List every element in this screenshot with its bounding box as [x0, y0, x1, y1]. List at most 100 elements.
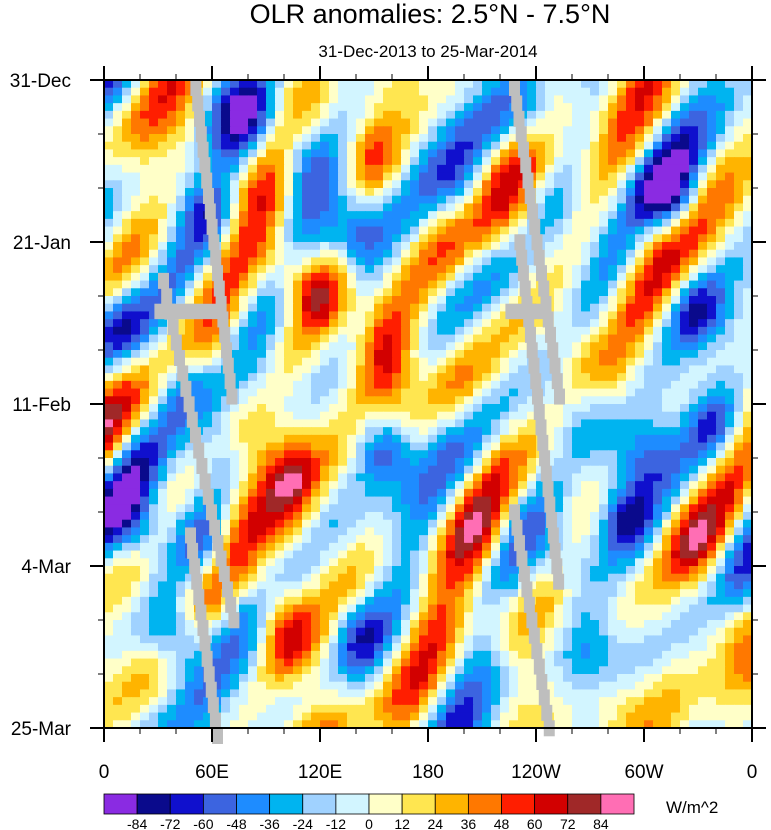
heatmap-cell [509, 419, 519, 428]
heatmap-cell [473, 234, 483, 243]
heatmap-cell [473, 211, 483, 220]
heatmap-cell [698, 172, 708, 181]
heatmap-cell [329, 373, 339, 382]
heatmap-cell [698, 573, 708, 583]
heatmap-cell [716, 519, 726, 529]
heatmap-cell [464, 419, 474, 428]
heatmap-cell [401, 103, 411, 112]
heatmap-cell [455, 249, 465, 259]
heatmap-cell [338, 103, 348, 112]
heatmap-cell [311, 388, 321, 397]
heatmap-cell [374, 373, 384, 382]
heatmap-cell [509, 465, 519, 475]
heatmap-cell [590, 496, 600, 505]
heatmap-cell [644, 589, 654, 598]
heatmap-cell [707, 465, 717, 475]
heatmap-cell [140, 380, 150, 390]
heatmap-cell [158, 157, 168, 166]
heatmap-cell [626, 388, 636, 397]
heatmap-cell [563, 550, 573, 559]
heatmap-cell [491, 396, 501, 405]
heatmap-cell [122, 427, 132, 436]
heatmap-cell [401, 357, 411, 367]
heatmap-cell [176, 218, 186, 228]
heatmap-cell [122, 95, 132, 104]
heatmap-cell [698, 80, 708, 89]
heatmap-cell [635, 311, 645, 320]
heatmap-cell [167, 80, 177, 89]
heatmap-cell [158, 118, 168, 127]
heatmap-cell [527, 496, 537, 505]
heatmap-cell [653, 527, 663, 536]
heatmap-cell [707, 380, 717, 390]
heatmap-cell [311, 573, 321, 583]
heatmap-cell [104, 234, 114, 243]
heatmap-cell [635, 203, 645, 212]
heatmap-cell [500, 504, 510, 513]
heatmap-cell [347, 558, 357, 567]
heatmap-cell [563, 373, 573, 382]
heatmap-cell [365, 419, 375, 428]
heatmap-cell [167, 357, 177, 367]
heatmap-cell [572, 519, 582, 529]
heatmap-cell [410, 134, 420, 143]
heatmap-cell [725, 512, 735, 521]
heatmap-cell [464, 203, 474, 212]
heatmap-cell [554, 95, 564, 104]
heatmap-cell [491, 188, 501, 197]
heatmap-cell [491, 350, 501, 359]
heatmap-cell [266, 87, 276, 97]
heatmap-cell [518, 226, 528, 235]
heatmap-cell [365, 357, 375, 367]
heatmap-cell [599, 350, 609, 359]
heatmap-cell [275, 357, 285, 367]
heatmap-cell [590, 164, 600, 174]
heatmap-cell [203, 342, 213, 351]
heatmap-cell [374, 465, 384, 475]
heatmap-cell [563, 535, 573, 544]
heatmap-cell [410, 488, 420, 498]
heatmap-cell [113, 396, 123, 405]
heatmap-cell [626, 180, 636, 189]
heatmap-cell [491, 496, 501, 505]
heatmap-cell [410, 434, 420, 444]
heatmap-cell [338, 442, 348, 451]
heatmap-cell [734, 218, 744, 228]
heatmap-cell [500, 95, 510, 104]
heatmap-cell [554, 110, 564, 120]
heatmap-cell [383, 442, 393, 451]
heatmap-cell [437, 149, 447, 158]
heatmap-cell [239, 404, 249, 413]
heatmap-cell [383, 218, 393, 228]
heatmap-cell [572, 434, 582, 444]
heatmap-cell [635, 535, 645, 544]
heatmap-cell [401, 326, 411, 336]
heatmap-cell [365, 404, 375, 413]
heatmap-cell [149, 566, 159, 575]
heatmap-cell [482, 596, 492, 606]
heatmap-cell [455, 535, 465, 544]
heatmap-cell [212, 319, 222, 328]
heatmap-cell [203, 357, 213, 367]
heatmap-cell [311, 488, 321, 498]
heatmap-cell [671, 458, 681, 467]
heatmap-cell [725, 504, 735, 513]
heatmap-cell [230, 103, 240, 112]
heatmap-cell [707, 473, 717, 482]
heatmap-cell [167, 573, 177, 583]
heatmap-cell [599, 596, 609, 606]
heatmap-cell [392, 442, 402, 451]
heatmap-cell [725, 188, 735, 197]
heatmap-cell [545, 172, 555, 181]
heatmap-cell [455, 134, 465, 143]
heatmap-cell [518, 488, 528, 498]
heatmap-cell [320, 604, 330, 613]
heatmap-cell [545, 272, 555, 282]
heatmap-cell [185, 180, 195, 189]
heatmap-cell [617, 319, 627, 328]
heatmap-cell [383, 134, 393, 143]
heatmap-cell [248, 596, 258, 606]
heatmap-cell [131, 265, 141, 274]
heatmap-cell [455, 504, 465, 513]
heatmap-cell [653, 87, 663, 97]
